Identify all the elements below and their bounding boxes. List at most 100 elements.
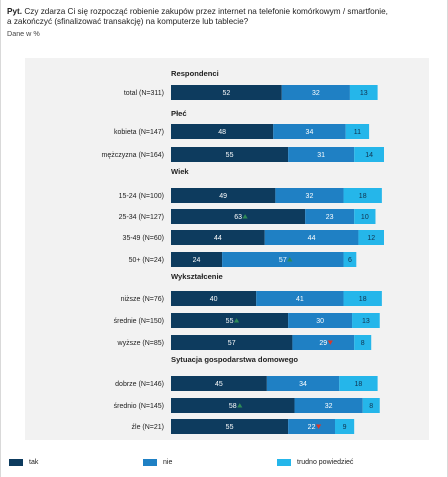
legend-label-tak: tak	[29, 459, 39, 466]
group-title: Respondenci	[171, 69, 219, 78]
row-label: średnie (N=150)	[114, 318, 164, 325]
bar-segment	[335, 419, 355, 434]
bar-segment	[349, 85, 378, 100]
bar-value-label: 13	[362, 318, 370, 325]
legend-swatch-tak	[9, 459, 23, 466]
bar-value-label: 63	[234, 214, 242, 221]
bar-segment	[354, 147, 384, 162]
bar-value-label: 18	[355, 381, 363, 388]
bar-segment	[222, 252, 344, 267]
bar-value-label: 9	[343, 424, 347, 431]
chart-header: Pyt. Czy zdarza Ci się rozpocząć robieni…	[7, 7, 443, 38]
legend-item-nie: nie	[143, 459, 172, 466]
bar-value-label: 57	[228, 340, 236, 347]
bar-segment	[266, 376, 340, 391]
bar-segment	[171, 188, 276, 203]
group-title: Wiek	[171, 167, 189, 176]
bar-segment	[339, 376, 378, 391]
bar-value-label: 44	[308, 235, 316, 242]
bar-segment	[171, 252, 223, 267]
bar-segment	[171, 209, 306, 224]
bar-value-label: 48	[218, 129, 226, 136]
bar-value-label: 31	[317, 152, 325, 159]
legend-item-tak: tak	[9, 459, 38, 466]
bar-value-label: 8	[369, 403, 373, 410]
bar-segment	[352, 313, 380, 328]
row-label: dobrze (N=146)	[115, 381, 164, 388]
bar-value-label: 8	[361, 340, 365, 347]
bar-segment	[288, 147, 355, 162]
decrease-triangle-icon	[327, 340, 333, 345]
bar-segment	[288, 313, 353, 328]
bar-segment	[171, 335, 293, 350]
bar-segment	[358, 230, 384, 245]
question-text-2: a zakończyć (sfinalizować transakcję) na…	[7, 17, 249, 26]
bar-segment	[171, 291, 257, 306]
bar-value-label: 14	[365, 152, 373, 159]
bar-value-label: 40	[210, 296, 218, 303]
question-line-1: Pyt. Czy zdarza Ci się rozpocząć robieni…	[7, 7, 443, 17]
bar-segment	[275, 188, 344, 203]
bar-value-label: 10	[361, 214, 369, 221]
bar-value-label: 57	[279, 257, 287, 264]
bar-value-label: 44	[214, 235, 222, 242]
group-title: Płeć	[171, 109, 187, 118]
legend-swatch-trudno	[277, 459, 291, 466]
bar-segment	[362, 398, 380, 413]
legend-label-nie: nie	[163, 459, 173, 466]
bar-value-label: 22	[308, 424, 316, 431]
bar-segment	[273, 124, 346, 139]
bar-value-label: 52	[222, 90, 230, 97]
bar-segment	[171, 398, 295, 413]
bar-value-label: 55	[226, 152, 234, 159]
bar-value-label: 45	[215, 381, 223, 388]
bar-segment	[354, 335, 372, 350]
group-title: Wykształcenie	[171, 272, 223, 281]
bar-value-label: 24	[193, 257, 201, 264]
bar-value-label: 30	[316, 318, 324, 325]
bar-segment	[171, 313, 289, 328]
bar-value-label: 32	[312, 90, 320, 97]
bar-value-label: 49	[219, 193, 227, 200]
bar-value-label: 41	[296, 296, 304, 303]
legend-label-trudno: trudno powiedzieć	[297, 459, 354, 466]
row-label: 25-34 (N=127)	[119, 214, 164, 221]
bar-value-label: 32	[306, 193, 314, 200]
bar-segment	[171, 376, 267, 391]
bar-segment	[256, 291, 344, 306]
bar-value-label: 18	[359, 193, 367, 200]
increase-triangle-icon	[237, 403, 243, 408]
question-prefix: Pyt.	[7, 7, 23, 16]
bar-segment	[171, 230, 265, 245]
bar-segment	[171, 124, 274, 139]
bar-segment	[171, 85, 282, 100]
row-label: źle (N=21)	[132, 424, 164, 431]
increase-triangle-icon	[233, 318, 240, 323]
legend-item-trudno: trudno powiedzieć	[277, 459, 353, 466]
row-label: mężczyzna (N=164)	[102, 152, 164, 159]
bar-segment	[305, 209, 355, 224]
bar-value-label: 12	[367, 235, 375, 242]
bar-segment	[281, 85, 350, 100]
row-label: niższe (N=76)	[121, 296, 164, 303]
bar-segment	[343, 188, 382, 203]
bar-value-label: 34	[299, 381, 307, 388]
bar-segment	[354, 209, 376, 224]
group-title: Sytuacja gospodarstwa domowego	[171, 355, 298, 364]
increase-triangle-icon	[242, 214, 248, 219]
bar-value-label: 18	[359, 296, 367, 303]
bar-value-label: 13	[360, 90, 368, 97]
row-label: 35-49 (N=60)	[123, 235, 164, 242]
bar-segment	[171, 419, 289, 434]
bar-value-label: 32	[325, 403, 333, 410]
bar-segment	[292, 335, 355, 350]
bar-value-label: 58	[229, 403, 237, 410]
row-label: 15-24 (N=100)	[119, 193, 164, 200]
row-label: wyższe (N=85)	[117, 340, 164, 347]
bar-segment	[264, 230, 359, 245]
bar-segment	[343, 252, 357, 267]
row-label: średnio (N=145)	[114, 403, 164, 410]
bar-segment	[345, 124, 370, 139]
chart-legend: tak nie trudno powiedzieć	[9, 459, 439, 473]
